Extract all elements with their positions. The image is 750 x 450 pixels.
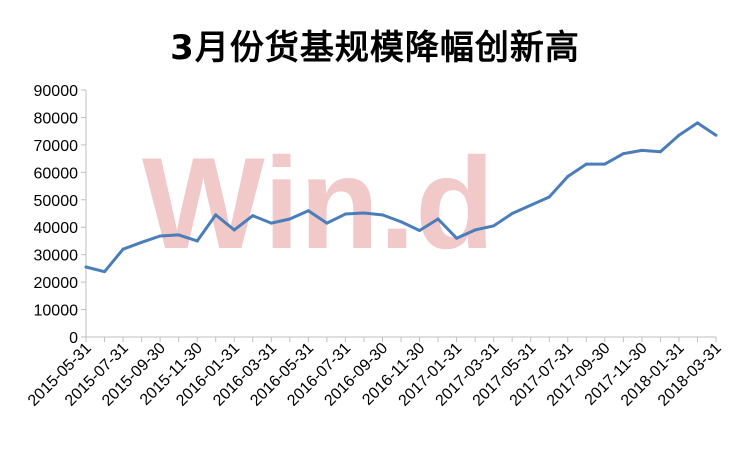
data-point (473, 228, 477, 232)
data-point (640, 148, 644, 152)
data-point (195, 239, 199, 243)
data-point (306, 209, 310, 213)
data-point (84, 265, 88, 269)
data-point (677, 133, 681, 137)
data-point (621, 152, 625, 156)
y-tick-label: 60000 (34, 165, 79, 182)
y-axis-ticks: 0 10000 20000 30000 40000 50000 60000 70000 8000… (34, 83, 86, 347)
y-tick-label: 0 (69, 330, 78, 347)
y-tick-label: 90000 (34, 83, 79, 100)
data-point (584, 162, 588, 166)
data-point (362, 211, 366, 215)
data-point (658, 150, 662, 154)
data-point (399, 220, 403, 224)
data-point (603, 162, 607, 166)
data-point (547, 195, 551, 199)
data-point (251, 214, 255, 218)
data-point (455, 236, 459, 240)
data-point (436, 217, 440, 221)
y-tick-label: 80000 (34, 110, 79, 127)
data-point (529, 203, 533, 207)
y-tick-label: 20000 (34, 275, 79, 292)
data-point (288, 217, 292, 221)
data-point (695, 121, 699, 125)
data-point (232, 228, 236, 232)
data-point (714, 133, 718, 137)
data-point (343, 212, 347, 216)
data-point (510, 212, 514, 215)
y-tick-label: 10000 (34, 303, 79, 320)
x-axis-ticks: 2015-05-312015-07-312015-09-302015-11-30… (25, 337, 725, 410)
chart-title: 3月份货基规模降幅创新高 (170, 28, 580, 68)
y-tick-label: 70000 (34, 138, 79, 155)
data-point (140, 240, 144, 244)
data-point (418, 229, 422, 233)
data-point (325, 221, 329, 225)
data-point (269, 221, 273, 225)
data-point (492, 224, 496, 228)
data-point (158, 234, 162, 238)
y-tick-label: 30000 (34, 248, 79, 265)
y-tick-label: 50000 (34, 193, 79, 210)
watermark: Win.d (142, 130, 495, 276)
data-point (380, 213, 384, 217)
data-point (103, 270, 107, 274)
series-layer (84, 121, 718, 274)
data-point (121, 247, 125, 251)
watermark-text: Win.d (142, 130, 495, 276)
data-point (214, 213, 218, 217)
data-point (566, 174, 570, 178)
y-tick-label: 40000 (34, 220, 79, 237)
data-point (177, 233, 181, 237)
